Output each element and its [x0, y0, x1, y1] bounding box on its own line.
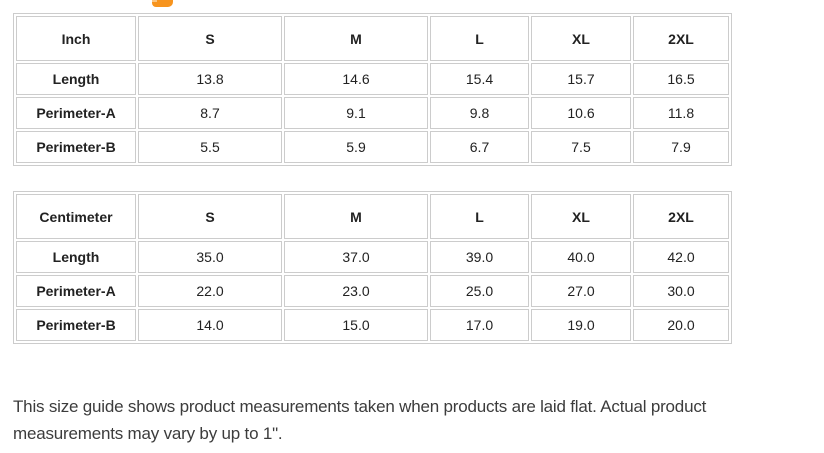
- row-label-cell: Length: [16, 241, 136, 273]
- value-cell: 15.0: [284, 309, 428, 341]
- value-cell: 20.0: [633, 309, 729, 341]
- value-cell: 5.5: [138, 131, 282, 163]
- value-cell: 6.7: [430, 131, 529, 163]
- row-label-cell: Perimeter-B: [16, 131, 136, 163]
- value-cell: 27.0: [531, 275, 631, 307]
- header-row: Inch S M L XL 2XL: [16, 16, 729, 61]
- value-cell: 17.0: [430, 309, 529, 341]
- value-cell: 7.5: [531, 131, 631, 163]
- value-cell: 13.8: [138, 63, 282, 95]
- measurement-row: Perimeter-B 14.0 15.0 17.0 19.0 20.0: [16, 309, 729, 341]
- size-header-cell: XL: [531, 16, 631, 61]
- unit-header-cell: Inch: [16, 16, 136, 61]
- value-cell: 25.0: [430, 275, 529, 307]
- value-cell: 14.6: [284, 63, 428, 95]
- cropped-heading-glyph: [152, 0, 173, 7]
- measurement-row: Perimeter-A 8.7 9.1 9.8 10.6 11.8: [16, 97, 729, 129]
- measurement-row: Perimeter-B 5.5 5.9 6.7 7.5 7.9: [16, 131, 729, 163]
- value-cell: 9.8: [430, 97, 529, 129]
- row-label-cell: Length: [16, 63, 136, 95]
- row-label-cell: Perimeter-A: [16, 275, 136, 307]
- value-cell: 9.1: [284, 97, 428, 129]
- measurement-row: Length 35.0 37.0 39.0 40.0 42.0: [16, 241, 729, 273]
- size-header-cell: L: [430, 16, 529, 61]
- header-row: Centimeter S M L XL 2XL: [16, 194, 729, 239]
- value-cell: 23.0: [284, 275, 428, 307]
- size-guide-footnote: This size guide shows product measuremen…: [13, 397, 707, 443]
- value-cell: 35.0: [138, 241, 282, 273]
- measurement-row: Length 13.8 14.6 15.4 15.7 16.5: [16, 63, 729, 95]
- size-header-cell: M: [284, 194, 428, 239]
- value-cell: 19.0: [531, 309, 631, 341]
- size-header-cell: XL: [531, 194, 631, 239]
- size-header-cell: 2XL: [633, 16, 729, 61]
- value-cell: 39.0: [430, 241, 529, 273]
- value-cell: 7.9: [633, 131, 729, 163]
- row-label-cell: Perimeter-A: [16, 97, 136, 129]
- size-header-cell: 2XL: [633, 194, 729, 239]
- measurement-row: Perimeter-A 22.0 23.0 25.0 27.0 30.0: [16, 275, 729, 307]
- size-header-cell: S: [138, 194, 282, 239]
- value-cell: 42.0: [633, 241, 729, 273]
- size-header-cell: L: [430, 194, 529, 239]
- value-cell: 8.7: [138, 97, 282, 129]
- size-header-cell: M: [284, 16, 428, 61]
- unit-header-cell: Centimeter: [16, 194, 136, 239]
- value-cell: 15.7: [531, 63, 631, 95]
- value-cell: 16.5: [633, 63, 729, 95]
- value-cell: 15.4: [430, 63, 529, 95]
- value-cell: 10.6: [531, 97, 631, 129]
- size-header-cell: S: [138, 16, 282, 61]
- size-table-centimeter: Centimeter S M L XL 2XL Length 35.0 37.0 39.0 40…: [13, 191, 732, 344]
- value-cell: 11.8: [633, 97, 729, 129]
- row-label-cell: Perimeter-B: [16, 309, 136, 341]
- value-cell: 22.0: [138, 275, 282, 307]
- value-cell: 5.9: [284, 131, 428, 163]
- value-cell: 30.0: [633, 275, 729, 307]
- size-table-inch: Inch S M L XL 2XL Length 13.8 14.6 15.4 15.7 16.5…: [13, 13, 732, 166]
- value-cell: 40.0: [531, 241, 631, 273]
- value-cell: 37.0: [284, 241, 428, 273]
- value-cell: 14.0: [138, 309, 282, 341]
